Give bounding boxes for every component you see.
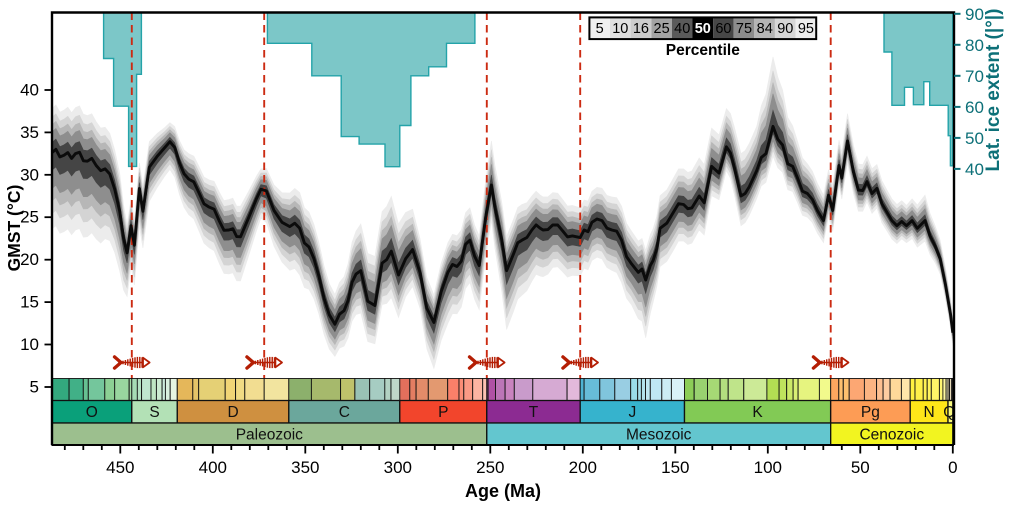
svg-text:35: 35 [20, 123, 39, 142]
svg-text:Pg: Pg [861, 404, 880, 421]
svg-text:80: 80 [965, 36, 984, 55]
svg-text:25: 25 [654, 21, 670, 37]
svg-text:250: 250 [476, 458, 504, 477]
svg-text:P: P [438, 404, 448, 421]
svg-text:400: 400 [199, 458, 227, 477]
svg-text:Percentile: Percentile [666, 42, 740, 59]
svg-text:10: 10 [612, 21, 628, 37]
svg-text:5: 5 [596, 21, 604, 37]
svg-text:D: D [227, 404, 238, 421]
svg-text:75: 75 [736, 21, 752, 37]
svg-text:T: T [529, 404, 539, 421]
svg-text:0: 0 [948, 458, 957, 477]
svg-text:Cenozoic: Cenozoic [859, 427, 924, 444]
svg-text:90: 90 [965, 5, 984, 24]
svg-text:84: 84 [757, 21, 773, 37]
svg-text:C: C [339, 404, 350, 421]
svg-text:300: 300 [384, 458, 412, 477]
svg-text:30: 30 [20, 165, 39, 184]
svg-text:Paleozoic: Paleozoic [236, 427, 303, 444]
svg-text:150: 150 [661, 458, 689, 477]
svg-text:GMST (°C): GMST (°C) [4, 185, 24, 272]
svg-text:S: S [149, 404, 159, 421]
svg-text:60: 60 [965, 98, 984, 117]
svg-text:90: 90 [777, 21, 793, 37]
svg-text:50: 50 [851, 458, 870, 477]
svg-text:95: 95 [798, 21, 814, 37]
svg-text:100: 100 [754, 458, 782, 477]
svg-text:350: 350 [291, 458, 319, 477]
svg-text:450: 450 [106, 458, 134, 477]
svg-text:40: 40 [20, 81, 39, 100]
svg-text:Mesozoic: Mesozoic [626, 427, 692, 444]
svg-text:K: K [752, 404, 763, 421]
svg-text:10: 10 [20, 335, 39, 354]
svg-text:40: 40 [674, 21, 690, 37]
svg-text:N: N [923, 404, 934, 421]
svg-text:Age (Ma): Age (Ma) [465, 481, 541, 501]
svg-text:40: 40 [965, 160, 984, 179]
svg-text:J: J [629, 404, 637, 421]
svg-text:16: 16 [633, 21, 649, 37]
svg-text:60: 60 [715, 21, 731, 37]
svg-text:5: 5 [30, 378, 39, 397]
svg-text:O: O [86, 404, 98, 421]
svg-text:Lat. ice extent (|°|): Lat. ice extent (|°|) [983, 9, 1004, 172]
svg-text:50: 50 [695, 21, 711, 37]
svg-text:70: 70 [965, 67, 984, 86]
svg-text:200: 200 [569, 458, 597, 477]
svg-text:15: 15 [20, 293, 39, 312]
svg-text:50: 50 [965, 129, 984, 148]
